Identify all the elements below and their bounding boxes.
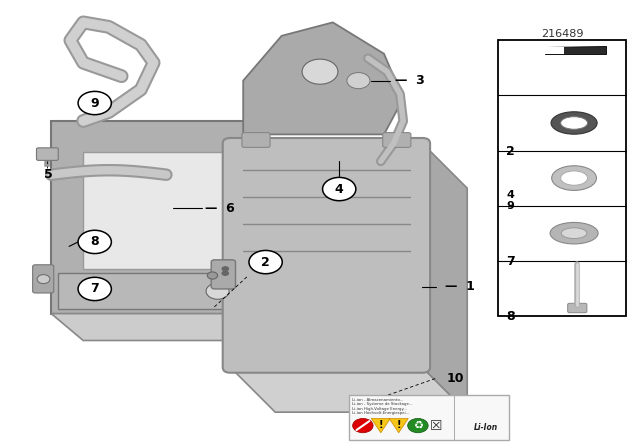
Text: ♻: ♻ (413, 421, 423, 431)
Text: Li-ion High-Voltage Energy...: Li-ion High-Voltage Energy... (352, 407, 407, 410)
Circle shape (78, 230, 111, 254)
Text: Li-ion - Systeme de Stockage...: Li-ion - Systeme de Stockage... (352, 402, 413, 406)
FancyBboxPatch shape (568, 303, 587, 313)
Text: !: ! (396, 420, 401, 430)
Circle shape (302, 59, 338, 84)
Polygon shape (51, 314, 288, 340)
FancyBboxPatch shape (242, 133, 270, 147)
Circle shape (78, 91, 111, 115)
FancyBboxPatch shape (211, 260, 236, 289)
Polygon shape (230, 367, 467, 412)
Text: Li-Ion: Li-Ion (474, 423, 499, 432)
Circle shape (323, 177, 356, 201)
Text: 2: 2 (261, 255, 270, 269)
Polygon shape (243, 22, 403, 134)
Text: 8: 8 (506, 310, 515, 323)
Ellipse shape (552, 166, 596, 190)
Circle shape (221, 271, 229, 276)
Ellipse shape (561, 228, 587, 238)
FancyBboxPatch shape (36, 148, 58, 160)
Text: 4: 4 (506, 190, 514, 200)
Polygon shape (58, 273, 250, 309)
Text: 2: 2 (506, 145, 515, 158)
Text: 10: 10 (446, 372, 463, 385)
Text: 216489: 216489 (541, 29, 583, 39)
Text: Li-ion - Almacenamiento...: Li-ion - Almacenamiento... (352, 398, 403, 401)
Ellipse shape (561, 171, 588, 185)
FancyBboxPatch shape (498, 40, 626, 316)
Text: —  3: — 3 (395, 74, 424, 87)
Circle shape (78, 277, 111, 301)
Circle shape (347, 73, 370, 89)
Ellipse shape (550, 223, 598, 244)
Circle shape (353, 418, 373, 433)
Ellipse shape (561, 117, 588, 129)
Circle shape (408, 418, 428, 433)
Text: 8: 8 (90, 235, 99, 249)
Text: 7: 7 (90, 282, 99, 296)
FancyBboxPatch shape (383, 133, 411, 147)
Polygon shape (371, 418, 390, 433)
Circle shape (206, 283, 229, 299)
Polygon shape (83, 152, 230, 269)
Text: ☒: ☒ (430, 418, 443, 433)
Polygon shape (51, 121, 256, 314)
Text: 4: 4 (335, 182, 344, 196)
Polygon shape (545, 47, 564, 54)
Polygon shape (422, 143, 467, 412)
Circle shape (37, 275, 50, 284)
Text: 5: 5 (44, 168, 52, 181)
Text: !: ! (378, 420, 383, 430)
Text: Li-ion Hochvolt-Energiespei...: Li-ion Hochvolt-Energiespei... (352, 411, 410, 415)
Ellipse shape (551, 112, 597, 134)
Circle shape (249, 250, 282, 274)
Circle shape (221, 266, 229, 271)
Text: 9: 9 (90, 96, 99, 110)
Polygon shape (545, 46, 606, 54)
FancyBboxPatch shape (349, 395, 509, 440)
FancyBboxPatch shape (33, 265, 54, 293)
Circle shape (84, 283, 108, 299)
Text: —  6: — 6 (205, 202, 234, 215)
Circle shape (207, 272, 218, 279)
Text: —  1: — 1 (445, 280, 475, 293)
FancyBboxPatch shape (223, 138, 430, 373)
Text: 7: 7 (506, 255, 515, 268)
Polygon shape (389, 418, 408, 433)
Text: 9: 9 (506, 201, 514, 211)
